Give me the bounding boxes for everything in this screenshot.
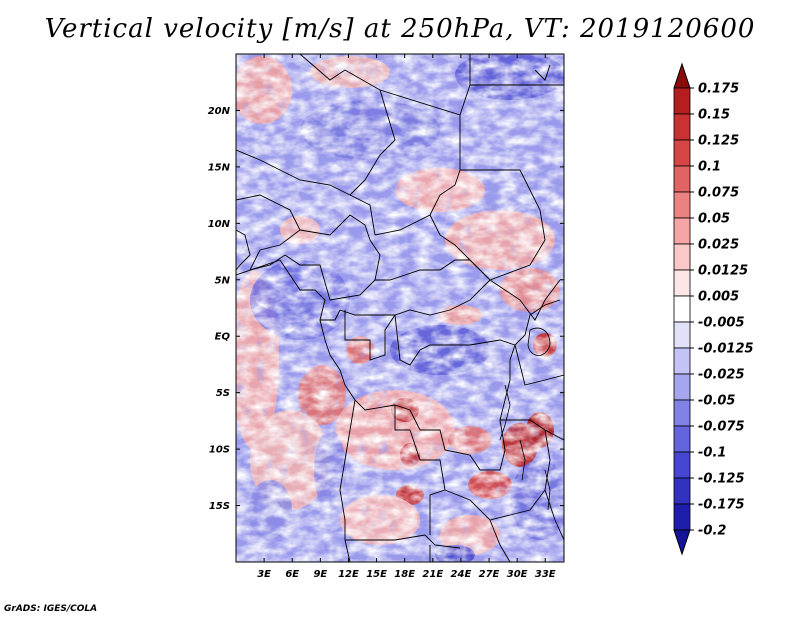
colorbar-swatch [673, 217, 691, 245]
field-texture-white [236, 54, 564, 562]
credit-text: GrADS: IGES/COLA [4, 604, 98, 614]
country-borders [236, 54, 564, 562]
lat-tick-label: 15N [208, 162, 231, 173]
lon-tick-label: 6E [285, 569, 299, 580]
lat-tick-label: 5N [215, 275, 231, 286]
lon-tick-label: 24E [451, 569, 472, 580]
colorbar-swatch [673, 425, 691, 453]
longitude-axis: 3E 6E 9E 12E 15E 18E 21E 24E 27E 30E 33E [257, 54, 556, 580]
map-title: Vertical velocity [m/s] at 250hPa, VT: 2… [44, 14, 756, 44]
latitude-axis: 20N 15N 10N 5N EQ 5S 10S 15S [208, 106, 564, 512]
lon-tick-label: 21E [422, 569, 443, 580]
lat-tick-label: EQ [215, 332, 231, 343]
colorbar-swatch [673, 269, 691, 297]
colorbar-swatch [673, 477, 691, 505]
plot-frame [235, 53, 565, 563]
colorbar-swatch [673, 87, 691, 115]
colorbar-swatch [673, 113, 691, 141]
colorbar-label: 0.175 [698, 82, 739, 97]
colorbar-label: -0.125 [698, 472, 745, 487]
lon-tick-label: 18E [394, 569, 415, 580]
colorbar-swatch [673, 191, 691, 219]
lon-tick-label: 9E [313, 569, 327, 580]
colorbar-label: -0.075 [698, 420, 745, 435]
colorbar-bottom-triangle [673, 529, 691, 556]
colorbar-label: 0.15 [698, 108, 730, 123]
colorbar-top-triangle [673, 62, 691, 89]
colorbar-label: -0.0125 [698, 342, 754, 357]
lat-tick-label: 20N [208, 106, 231, 117]
colorbar-swatch [673, 165, 691, 193]
lon-tick-label: 33E [535, 569, 556, 580]
colorbar-label: 0.125 [698, 134, 739, 149]
lat-tick-label: 5S [216, 388, 230, 399]
colorbar-label: -0.05 [698, 394, 735, 409]
colorbar-label: 0.025 [698, 238, 739, 253]
colorbar-swatch [673, 243, 691, 271]
lon-tick-label: 27E [479, 569, 500, 580]
lon-tick-label: 15E [366, 569, 387, 580]
colorbar-label: -0.005 [698, 316, 745, 331]
lon-tick-label: 30E [507, 569, 528, 580]
colorbar-swatch [673, 321, 691, 349]
lat-tick-label: 10N [208, 219, 231, 230]
colorbar: 0.175 0.15 0.125 0.1 0.075 0.05 0.025 0.0125 0.0… [673, 62, 754, 556]
colorbar-label: 0.05 [698, 212, 730, 227]
colorbar-label: 0.0125 [698, 264, 748, 279]
colorbar-label: 0.075 [698, 186, 739, 201]
colorbar-swatch [673, 399, 691, 427]
colorbar-label: -0.2 [698, 524, 726, 539]
velocity-field [236, 54, 564, 562]
colorbar-swatch [673, 347, 691, 375]
colorbar-swatch [673, 139, 691, 167]
colorbar-label: -0.175 [698, 498, 745, 513]
colorbar-label: 0.1 [698, 160, 721, 175]
lat-tick-label: 15S [209, 501, 230, 512]
colorbar-swatch [673, 373, 691, 401]
colorbar-label: -0.025 [698, 368, 745, 383]
lon-tick-label: 3E [257, 569, 271, 580]
lon-tick-label: 12E [338, 569, 359, 580]
colorbar-swatch [673, 503, 691, 531]
lat-tick-label: 10S [209, 445, 230, 456]
colorbar-swatch [673, 295, 691, 323]
colorbar-label: -0.1 [698, 446, 726, 461]
colorbar-swatch [673, 451, 691, 479]
colorbar-label: 0.005 [698, 290, 739, 305]
